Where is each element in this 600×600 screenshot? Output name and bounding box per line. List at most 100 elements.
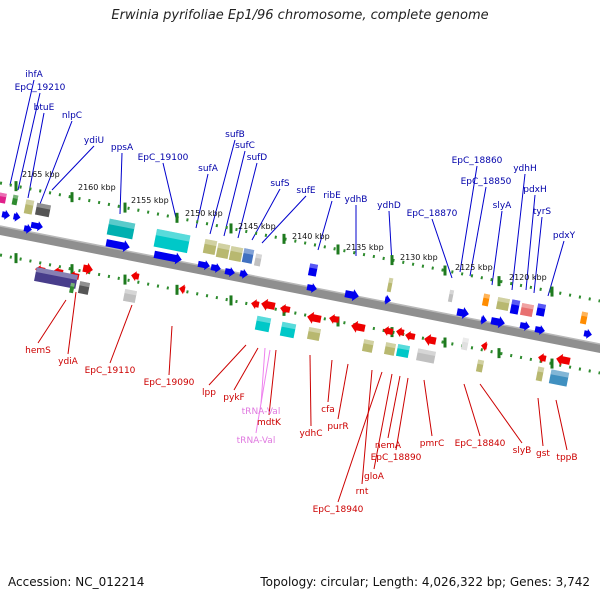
gene-label-top: sufC [235, 141, 255, 151]
gene-feature-top [490, 316, 505, 329]
ruler-dots-bottom [0, 253, 600, 375]
gene-label-bottom: EpC_18840 [455, 439, 506, 449]
ruler-tick [229, 223, 233, 234]
gene-feature-top [106, 218, 136, 240]
gene-feature-bottom [535, 366, 545, 382]
gene-feature-top [306, 283, 317, 293]
gene-feature-top [480, 314, 487, 325]
gene-feature-top [153, 250, 182, 265]
gene-feature-top [519, 302, 535, 318]
gene-label-bottom: rnt [356, 487, 369, 497]
gene-feature-bottom [383, 342, 397, 356]
gene-feature-top [495, 296, 511, 312]
kbp-tick-label: 2155 kbp [131, 196, 169, 205]
gene-feature-bottom [131, 271, 140, 282]
genome-summary: Topology: circular; Length: 4,026,322 bp… [260, 575, 590, 589]
gene-feature-top [153, 228, 191, 254]
gene-feature-top [239, 268, 248, 279]
gene-label-top: tyrS [533, 207, 552, 217]
gene-feature-top [34, 202, 52, 218]
gene-label-top: ribE [323, 191, 341, 201]
gene-feature-top [202, 238, 218, 256]
gene-label-bottom: lpp [202, 388, 216, 398]
gene-label-top: ydhH [513, 164, 537, 174]
gene-feature-bottom [307, 311, 322, 324]
gene-label-top: EpC_18870 [407, 209, 458, 219]
gene-feature-bottom [34, 267, 78, 289]
ruler-tick [550, 358, 554, 369]
feature-tracks [0, 192, 592, 387]
gene-label-top: EpC_19210 [15, 83, 66, 93]
gene-feature-bottom [416, 348, 436, 364]
gene-feature-top [224, 267, 235, 277]
gene-feature-bottom [556, 353, 571, 366]
gene-label-top: ydhB [345, 195, 368, 205]
gene-feature-bottom [424, 334, 437, 346]
gene-label-top: sufB [225, 130, 245, 140]
ruler-tick [175, 284, 179, 295]
ruler-tick [175, 212, 179, 223]
gene-feature-top [579, 311, 589, 325]
gene-feature-top [210, 263, 221, 273]
gene-feature-top [519, 321, 530, 331]
leader-lines [9, 79, 568, 503]
gene-label-bottom: hemS [25, 346, 51, 356]
gene-label-top: nlpC [62, 111, 82, 121]
ruler-dots-top [0, 181, 600, 303]
ruler-tick [390, 255, 394, 266]
gene-label-bottom: slyB [513, 446, 532, 456]
gene-feature-bottom [396, 327, 405, 338]
gene-feature-bottom [361, 339, 375, 353]
ruler-tick [123, 202, 127, 213]
gene-feature-top [0, 192, 7, 204]
gene-feature-top [447, 289, 455, 303]
gene-feature-top [1, 209, 10, 220]
gene-label-bottom: tppB [556, 453, 577, 463]
gene-label-bottom: pmrC [420, 439, 444, 449]
kbp-tick-label: 2150 kbp [185, 209, 223, 218]
gene-feature-bottom [481, 341, 488, 352]
ruler-tick [70, 192, 74, 203]
gene-feature-bottom [383, 326, 394, 336]
gene-label-top: EpC_19100 [138, 153, 189, 163]
gene-feature-bottom [351, 320, 366, 333]
gene-labels: ihfAEpC_19210btuEnlpCydiUppsAEpC_19100su… [15, 70, 578, 515]
gene-feature-bottom [77, 281, 91, 295]
gene-label-bottom: ydiA [58, 357, 79, 367]
gene-label-top: ydiU [84, 136, 104, 146]
gene-feature-bottom [122, 288, 138, 304]
map-title: Erwinia pyrifoliae Ep1/96 chromosome, co… [111, 8, 489, 23]
gene-label-top: EpC_18850 [461, 177, 512, 187]
gene-feature-bottom [251, 299, 260, 310]
gene-label-top: ppsA [111, 143, 134, 153]
gene-label-top: btuE [34, 103, 55, 113]
gene-label-bottom: gloA [364, 472, 385, 482]
genome-backbone [0, 226, 600, 353]
gene-feature-top [456, 307, 469, 319]
gene-feature-top [215, 242, 231, 260]
gene-feature-top [481, 293, 491, 307]
gene-label-top: sufE [296, 186, 316, 196]
kbp-tick-label: 2120 kbp [509, 273, 547, 282]
gene-feature-bottom [280, 304, 291, 314]
ruler: 2165 kbp 2160 kbp 2155 kbp 2150 kbp 2145 kbp… [0, 170, 600, 375]
gene-feature-top [23, 223, 32, 234]
gene-label-top: ydhD [377, 201, 401, 211]
gene-label-top: slyA [493, 201, 513, 211]
gene-label-bottom: nemA [375, 441, 402, 451]
kbp-tick-label: 2160 kbp [78, 183, 116, 192]
gene-feature-bottom [548, 369, 570, 387]
gene-feature-top [534, 325, 545, 335]
gene-label-bottom: EpC_19090 [144, 378, 195, 388]
kbp-tick-label: 2130 kbp [400, 253, 438, 262]
ruler-tick [14, 181, 18, 192]
gene-label-top: sufS [270, 179, 290, 189]
ruler-tick [497, 276, 501, 287]
kbp-tick-label: 2125 kbp [455, 263, 493, 272]
kbp-tick-label: 2165 kbp [22, 170, 60, 179]
gene-feature-top [11, 194, 19, 206]
gene-label-top: pdxY [553, 231, 576, 241]
ruler-tick [229, 295, 233, 306]
accession-label: Accession: NC_012214 [8, 575, 145, 589]
